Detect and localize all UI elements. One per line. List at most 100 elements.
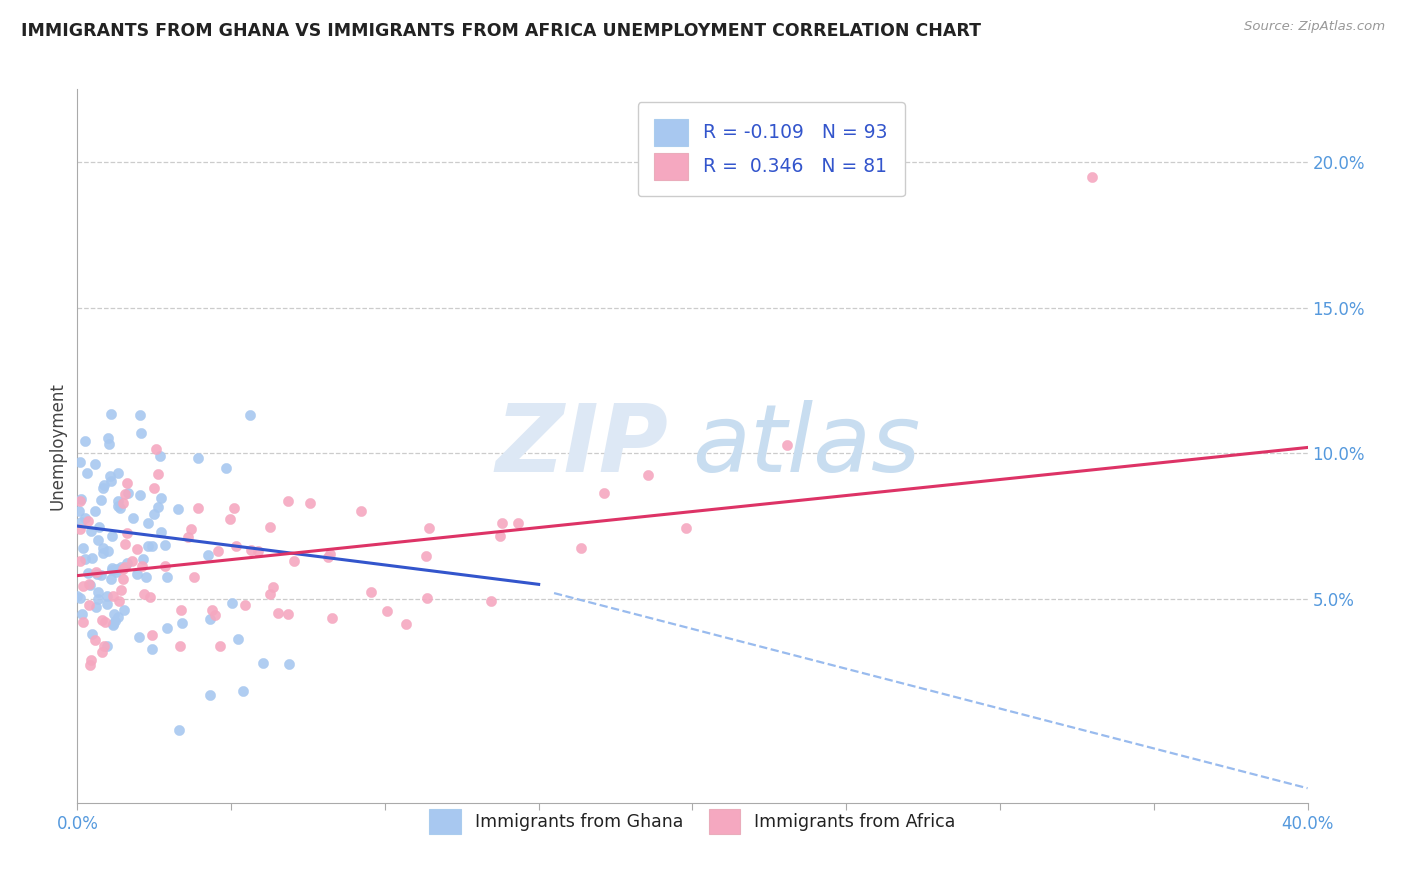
Point (145, 442, 167, 456)
Point (82, 627, 104, 641)
Point (79, 524, 101, 539)
Point (232, 684, 254, 698)
Point (108, 500, 131, 515)
Point (112, 562, 135, 576)
Point (239, 542, 262, 557)
Point (97, 544, 120, 558)
Point (200, 688, 222, 702)
Point (91, 613, 114, 627)
Point (136, 516, 159, 530)
Point (155, 558, 177, 573)
Point (177, 530, 200, 544)
Point (138, 590, 160, 604)
Point (115, 556, 138, 570)
Point (416, 591, 439, 606)
Point (69, 554, 91, 568)
Point (87, 520, 110, 534)
Point (100, 529, 122, 543)
Point (72, 615, 94, 629)
Text: Source: ZipAtlas.com: Source: ZipAtlas.com (1244, 20, 1385, 33)
Point (132, 551, 155, 566)
Point (187, 500, 209, 515)
Point (180, 523, 202, 537)
Point (86, 565, 108, 579)
Point (100, 561, 122, 575)
Point (298, 496, 321, 510)
Point (418, 521, 440, 535)
Point (375, 604, 398, 618)
Point (277, 494, 299, 508)
Point (283, 554, 305, 568)
Point (489, 529, 512, 543)
Point (70, 515, 93, 529)
Point (135, 570, 157, 584)
Point (101, 617, 124, 632)
Point (104, 614, 127, 628)
Point (87, 533, 110, 547)
Point (262, 581, 284, 595)
Point (103, 617, 125, 632)
Point (197, 548, 219, 562)
Point (259, 520, 281, 534)
Point (69, 494, 91, 508)
Point (247, 544, 270, 558)
Point (69, 591, 91, 605)
Point (776, 438, 799, 452)
Point (87, 585, 110, 599)
Point (87, 591, 110, 606)
Point (107, 610, 129, 624)
Point (252, 656, 274, 670)
Point (491, 516, 513, 530)
Point (91, 546, 114, 560)
Point (84, 503, 107, 517)
Point (94, 615, 117, 630)
Point (129, 408, 152, 422)
Point (675, 521, 697, 535)
Point (76, 514, 98, 528)
Point (316, 549, 339, 564)
Point (208, 640, 231, 654)
Point (221, 596, 243, 610)
Point (321, 610, 343, 624)
Point (277, 607, 299, 621)
Point (70, 491, 93, 506)
Point (350, 504, 373, 518)
Point (141, 540, 163, 554)
Point (77, 577, 100, 591)
Point (108, 594, 131, 608)
Point (146, 467, 169, 482)
Point (141, 628, 163, 642)
Point (150, 491, 173, 506)
Point (101, 589, 124, 603)
Point (1081, 169, 1104, 184)
Point (183, 570, 205, 584)
Point (90, 568, 112, 582)
Point (93, 640, 115, 654)
Point (204, 608, 226, 623)
Point (111, 496, 134, 510)
Point (98, 468, 121, 483)
Point (224, 501, 246, 516)
Point (277, 657, 299, 671)
Point (214, 461, 236, 475)
Point (79, 657, 101, 672)
Point (112, 573, 135, 587)
Point (170, 615, 193, 630)
Point (77, 599, 100, 613)
Point (267, 606, 290, 620)
Text: atlas: atlas (693, 401, 921, 491)
Point (110, 582, 132, 597)
Point (141, 642, 163, 657)
Point (167, 501, 190, 516)
Point (72, 579, 94, 593)
Point (117, 485, 139, 500)
Point (91, 481, 114, 495)
Point (69, 522, 91, 536)
Y-axis label: Unemployment: Unemployment (48, 382, 66, 510)
Point (506, 516, 529, 530)
Point (67, 503, 90, 517)
Point (122, 511, 145, 525)
Legend: Immigrants from Ghana, Immigrants from Africa: Immigrants from Ghana, Immigrants from A… (422, 802, 963, 840)
Point (110, 559, 132, 574)
Point (97, 431, 120, 445)
